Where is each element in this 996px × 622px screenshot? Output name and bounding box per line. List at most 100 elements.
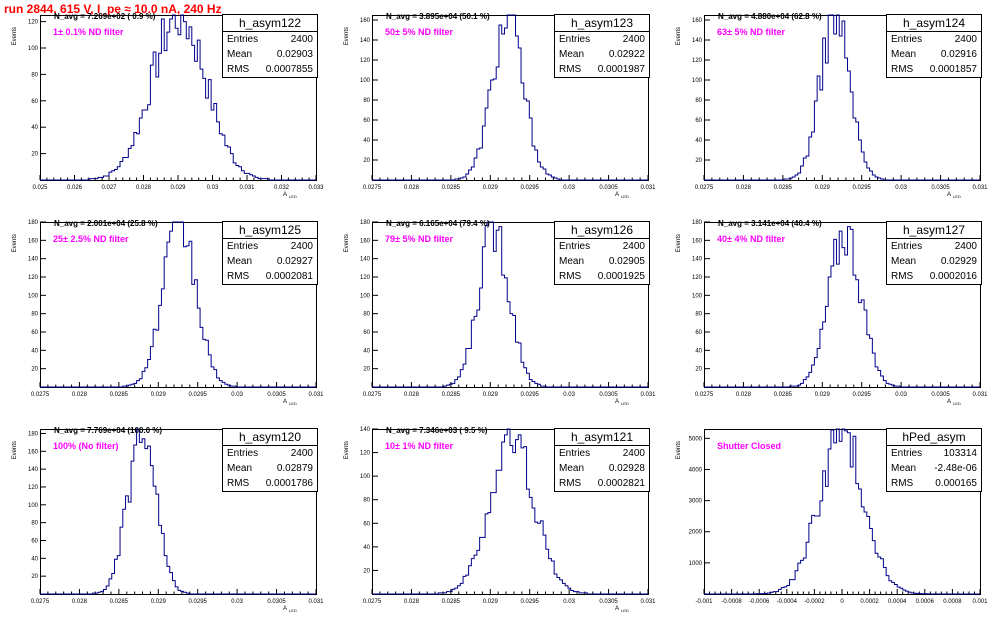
histogram-panel-h_asym120: 0.0275 0.028 0.0285 0.029 0.0295 0.03 0.0305 0.… xyxy=(0,414,332,621)
stats-key: Entries xyxy=(227,448,259,459)
y-tick-label: 1000 xyxy=(689,561,703,567)
filter-label: 100% (No filter) xyxy=(53,441,119,451)
x-tick-label: 0.027 xyxy=(101,185,117,191)
stats-value: 2400 xyxy=(290,448,313,459)
stats-key: Entries xyxy=(559,34,591,45)
y-tick-label: 20 xyxy=(363,568,370,574)
y-axis-label: Events xyxy=(344,234,350,252)
stats-row-entries: Entries 2400 xyxy=(555,239,649,254)
stats-row-rms: RMS 0.0001786 xyxy=(223,476,317,491)
histogram-svg: 0.0275 0.028 0.0285 0.029 0.0295 0.03 0.0305 0.… xyxy=(12,426,324,613)
histogram-svg: 0.0275 0.028 0.0285 0.029 0.0295 0.03 0.0305 0.… xyxy=(344,426,656,613)
y-tick-label: 40 xyxy=(363,545,370,551)
stats-value: -2.48e-06 xyxy=(934,463,977,474)
stats-histogram-name: h_asym123 xyxy=(555,15,649,32)
stats-value: 2400 xyxy=(954,241,977,252)
histogram-line xyxy=(372,14,648,181)
x-tick-label: 0.029 xyxy=(151,599,167,605)
y-tick-label: 60 xyxy=(363,521,370,527)
x-tick-label: 0.028 xyxy=(404,599,420,605)
x-tick-label: 0.0295 xyxy=(521,599,540,605)
x-tick-label: -0.0008 xyxy=(721,599,742,605)
histogram-panel-h_asym126: 0.0275 0.028 0.0285 0.029 0.0295 0.03 0.0305 0.… xyxy=(332,207,664,414)
stats-key: Mean xyxy=(559,256,585,267)
y-tick-label: 180 xyxy=(28,220,39,226)
x-tick-label: 0.028 xyxy=(136,185,152,191)
y-tick-label: 60 xyxy=(363,330,370,336)
x-tick-label: 0.031 xyxy=(640,392,656,398)
y-tick-label: 140 xyxy=(360,38,371,44)
y-tick-label: 40 xyxy=(31,125,38,131)
n-avg-annotation: N_avg = 7.269e+02 ( 0.9 %) xyxy=(54,12,156,21)
stats-histogram-name: h_asym122 xyxy=(223,15,317,32)
x-tick-label: 0.0275 xyxy=(695,185,714,191)
y-tick-label: 120 xyxy=(360,451,371,457)
stats-key: Mean xyxy=(891,256,917,267)
stats-key: Mean xyxy=(227,256,253,267)
y-axis-label: Events xyxy=(344,27,350,45)
x-axis-label-sub: LED xyxy=(621,608,629,613)
x-tick-label: 0.032 xyxy=(274,185,290,191)
stats-key: RMS xyxy=(227,271,250,282)
stats-row-mean: Mean 0.02916 xyxy=(887,47,981,62)
histogram-line xyxy=(372,221,648,388)
stats-key: RMS xyxy=(227,64,250,75)
y-axis-label: Events xyxy=(12,234,18,252)
stats-key: Mean xyxy=(227,463,253,474)
stats-value: 0.02927 xyxy=(276,256,313,267)
y-tick-label: 60 xyxy=(31,99,38,105)
y-tick-label: 60 xyxy=(31,538,38,544)
stats-row-mean: Mean -2.48e-06 xyxy=(887,461,981,476)
y-tick-label: 20 xyxy=(31,152,38,158)
y-tick-label: 80 xyxy=(695,312,702,318)
y-tick-label: 120 xyxy=(28,485,39,491)
x-tick-label: 0.029 xyxy=(815,392,831,398)
x-tick-label: 0.031 xyxy=(640,185,656,191)
plot-frame xyxy=(704,222,981,388)
histogram-panel-h_asym123: 0.0275 0.028 0.0285 0.029 0.0295 0.03 0.0305 0.… xyxy=(332,0,664,207)
y-tick-label: 80 xyxy=(363,312,370,318)
y-axis-label: Events xyxy=(12,441,18,459)
y-tick-label: 20 xyxy=(31,367,38,373)
stats-row-mean: Mean 0.02929 xyxy=(887,254,981,269)
x-tick-label: 0.0295 xyxy=(853,185,872,191)
y-tick-label: 160 xyxy=(360,238,371,244)
stats-key: RMS xyxy=(559,478,582,489)
x-axis-label-sub: LED xyxy=(953,401,961,406)
n-avg-annotation: N_avg = 3.895e+04 (50.1 %) xyxy=(386,12,490,21)
stats-value: 103314 xyxy=(943,448,977,459)
x-tick-label: 0.0285 xyxy=(442,392,461,398)
y-tick-label: 100 xyxy=(28,293,39,299)
x-tick-label: 0.0305 xyxy=(267,392,286,398)
x-tick-label: 0.028 xyxy=(72,599,88,605)
stats-row-rms: RMS 0.0002081 xyxy=(223,269,317,284)
x-tick-label: 0.0305 xyxy=(599,599,618,605)
x-tick-label: 0.03 xyxy=(231,599,243,605)
stats-key: Mean xyxy=(559,463,585,474)
stats-row-rms: RMS 0.0001987 xyxy=(555,62,649,77)
y-tick-label: 140 xyxy=(28,257,39,263)
y-axis-label: Events xyxy=(676,27,682,45)
x-tick-label: 0.029 xyxy=(483,185,499,191)
y-tick-label: 40 xyxy=(363,138,370,144)
x-tick-label: -0.0006 xyxy=(749,599,770,605)
stats-row-rms: RMS 0.0007855 xyxy=(223,62,317,77)
stats-value: 0.02879 xyxy=(276,463,313,474)
x-tick-label: 0.0275 xyxy=(363,185,382,191)
stats-value: 0.02903 xyxy=(276,49,313,60)
stats-value: 2400 xyxy=(954,34,977,45)
stats-value: 2400 xyxy=(622,241,645,252)
y-tick-label: 100 xyxy=(692,78,703,84)
stats-value: 2400 xyxy=(622,34,645,45)
x-axis-label: A xyxy=(615,606,619,612)
x-tick-label: 0.031 xyxy=(239,185,255,191)
stats-row-mean: Mean 0.02927 xyxy=(223,254,317,269)
plot-frame xyxy=(372,222,649,388)
stats-row-mean: Mean 0.02905 xyxy=(555,254,649,269)
y-axis-label: Events xyxy=(676,234,682,252)
filter-label: Shutter Closed xyxy=(717,441,781,451)
x-tick-label: 0.028 xyxy=(404,392,420,398)
x-tick-label: 0.029 xyxy=(483,599,499,605)
y-tick-label: 120 xyxy=(692,58,703,64)
stats-row-entries: Entries 2400 xyxy=(223,239,317,254)
